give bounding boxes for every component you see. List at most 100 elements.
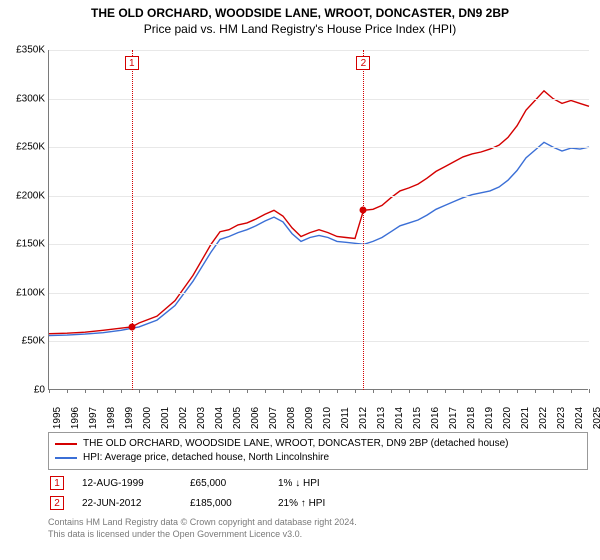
x-tick-mark [517, 389, 518, 393]
sale-row: 2 22-JUN-2012 £185,000 21% ↑ HPI [48, 496, 588, 510]
x-tick-label: 2023 [556, 407, 567, 429]
gridline [49, 50, 589, 51]
sale-date: 12-AUG-1999 [82, 478, 172, 489]
sales-block: 1 12-AUG-1999 £65,000 1% ↓ HPI 2 22-JUN-2012 £… [48, 476, 588, 510]
x-tick-mark [265, 389, 266, 393]
x-tick-mark [67, 389, 68, 393]
gridline [49, 293, 589, 294]
x-tick-mark [589, 389, 590, 393]
sale-marker-box: 2 [356, 56, 370, 70]
y-tick-label: £150K [5, 239, 45, 250]
x-tick-label: 2002 [178, 407, 189, 429]
x-tick-mark [337, 389, 338, 393]
legend-swatch [55, 443, 77, 445]
legend-item: THE OLD ORCHARD, WOODSIDE LANE, WROOT, D… [55, 437, 581, 451]
chart-title: THE OLD ORCHARD, WOODSIDE LANE, WROOT, D… [4, 6, 596, 20]
sale-row-box: 1 [50, 476, 64, 490]
series-line [49, 142, 589, 335]
x-tick-mark [391, 389, 392, 393]
x-tick-mark [499, 389, 500, 393]
sale-marker-dot [128, 323, 135, 330]
legend-box: THE OLD ORCHARD, WOODSIDE LANE, WROOT, D… [48, 432, 588, 470]
x-tick-label: 1996 [70, 407, 81, 429]
y-tick-label: £350K [5, 45, 45, 56]
x-tick-mark [211, 389, 212, 393]
x-tick-mark [463, 389, 464, 393]
x-tick-label: 2010 [322, 407, 333, 429]
x-tick-mark [535, 389, 536, 393]
x-tick-label: 2004 [214, 407, 225, 429]
chart-container: THE OLD ORCHARD, WOODSIDE LANE, WROOT, D… [0, 0, 600, 560]
x-tick-mark [229, 389, 230, 393]
x-tick-mark [355, 389, 356, 393]
y-tick-label: £0 [5, 385, 45, 396]
x-tick-mark [319, 389, 320, 393]
sale-marker-line [363, 50, 364, 390]
x-tick-mark [571, 389, 572, 393]
legend-label: THE OLD ORCHARD, WOODSIDE LANE, WROOT, D… [83, 437, 508, 451]
x-tick-label: 2005 [232, 407, 243, 429]
x-tick-label: 2015 [412, 407, 423, 429]
x-tick-mark [193, 389, 194, 393]
sale-hpi: 1% ↓ HPI [278, 478, 320, 489]
chart-area: £0£50K£100K£150K£200K£250K£300K£350K1995… [48, 50, 588, 390]
plot: £0£50K£100K£150K£200K£250K£300K£350K1995… [48, 50, 588, 390]
y-tick-label: £250K [5, 142, 45, 153]
sale-marker-dot [360, 207, 367, 214]
x-tick-label: 2021 [520, 407, 531, 429]
x-tick-mark [409, 389, 410, 393]
x-tick-mark [139, 389, 140, 393]
sale-marker-box: 1 [125, 56, 139, 70]
chart-subtitle: Price paid vs. HM Land Registry's House … [4, 22, 596, 36]
legend-item: HPI: Average price, detached house, Nort… [55, 451, 581, 465]
gridline [49, 196, 589, 197]
x-tick-mark [247, 389, 248, 393]
x-tick-mark [373, 389, 374, 393]
sale-price: £65,000 [190, 478, 260, 489]
x-tick-label: 2011 [340, 407, 351, 429]
x-tick-mark [301, 389, 302, 393]
gridline [49, 244, 589, 245]
x-tick-mark [553, 389, 554, 393]
x-tick-label: 1997 [88, 407, 99, 429]
x-tick-label: 2025 [592, 407, 600, 429]
title-block: THE OLD ORCHARD, WOODSIDE LANE, WROOT, D… [0, 0, 600, 38]
y-tick-label: £100K [5, 287, 45, 298]
x-tick-label: 2006 [250, 407, 261, 429]
x-tick-mark [49, 389, 50, 393]
x-tick-label: 2020 [502, 407, 513, 429]
gridline [49, 341, 589, 342]
x-tick-label: 2018 [466, 407, 477, 429]
x-tick-label: 2016 [430, 407, 441, 429]
gridline [49, 99, 589, 100]
sale-row: 1 12-AUG-1999 £65,000 1% ↓ HPI [48, 476, 588, 490]
sale-row-box: 2 [50, 496, 64, 510]
x-tick-label: 1999 [124, 407, 135, 429]
sale-marker-line [132, 50, 133, 390]
footnote-line: Contains HM Land Registry data © Crown c… [48, 516, 588, 528]
y-tick-label: £200K [5, 190, 45, 201]
x-tick-label: 2019 [484, 407, 495, 429]
footnote: Contains HM Land Registry data © Crown c… [48, 516, 588, 540]
x-tick-label: 2014 [394, 407, 405, 429]
sale-date: 22-JUN-2012 [82, 498, 172, 509]
x-tick-label: 2013 [376, 407, 387, 429]
legend-block: THE OLD ORCHARD, WOODSIDE LANE, WROOT, D… [48, 432, 588, 540]
legend-swatch [55, 457, 77, 459]
x-tick-mark [445, 389, 446, 393]
sale-hpi: 21% ↑ HPI [278, 498, 325, 509]
x-tick-label: 2007 [268, 407, 279, 429]
x-tick-label: 2022 [538, 407, 549, 429]
x-tick-mark [481, 389, 482, 393]
x-tick-mark [157, 389, 158, 393]
x-tick-mark [175, 389, 176, 393]
sale-price: £185,000 [190, 498, 260, 509]
x-tick-label: 2001 [160, 407, 171, 429]
x-tick-label: 2012 [358, 407, 369, 429]
x-tick-mark [85, 389, 86, 393]
x-tick-mark [103, 389, 104, 393]
x-tick-label: 2024 [574, 407, 585, 429]
x-tick-label: 2009 [304, 407, 315, 429]
x-tick-mark [121, 389, 122, 393]
x-tick-label: 2017 [448, 407, 459, 429]
